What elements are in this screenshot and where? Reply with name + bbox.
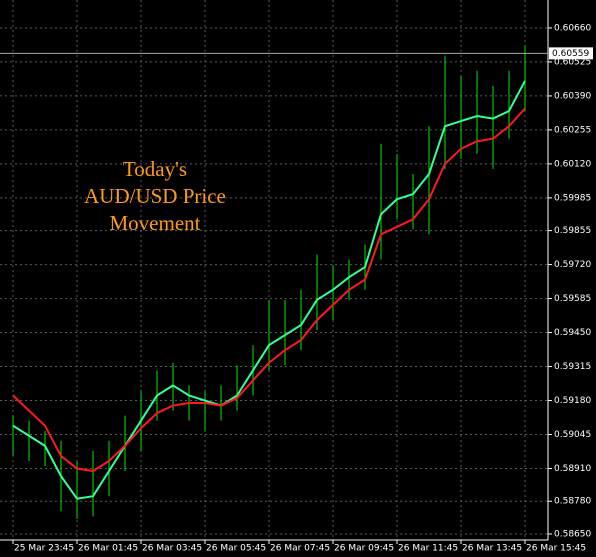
y-tick-label: 0.58650 [554,529,591,539]
y-tick-label: 0.59855 [554,226,591,236]
x-tick-label: 26 Mar 07:45 [270,544,330,554]
y-tick-label: 0.58910 [554,464,591,474]
current-price-label: 0.60559 [552,49,589,59]
x-tick-label: 26 Mar 03:45 [142,544,202,554]
y-tick-label: 0.60525 [554,57,591,67]
y-tick-label: 0.59180 [554,396,591,406]
y-tick-label: 0.60660 [554,23,591,33]
x-tick-label: 26 Mar 13:45 [462,544,522,554]
x-tick-label: 25 Mar 23:45 [14,544,74,554]
annotation: Movement [110,211,201,235]
x-tick-label: 26 Mar 11:45 [398,544,458,554]
y-tick-label: 0.59315 [554,362,591,372]
y-tick-label: 0.60120 [554,159,591,169]
x-tick-label: 26 Mar 05:45 [206,544,266,554]
moving-average-line [12,107,526,473]
y-tick-label: 0.60255 [554,125,591,135]
current-price-box [549,47,593,60]
x-tick-label: 26 Mar 15:45 [526,544,586,554]
y-tick-label: 0.59720 [554,260,591,270]
annotation: Today's [123,157,187,181]
y-tick-label: 0.58780 [554,497,591,507]
x-tick-label: 26 Mar 01:45 [78,544,138,554]
y-tick-label: 0.59045 [554,430,591,440]
x-tick-label: 26 Mar 09:45 [334,544,394,554]
y-tick-label: 0.59450 [554,328,591,338]
y-tick-label: 0.59985 [554,193,591,203]
y-tick-label: 0.60390 [554,91,591,101]
annotation: AUD/USD Price [84,184,226,208]
moving-average-line [12,80,526,500]
y-tick-label: 0.59585 [554,294,591,304]
